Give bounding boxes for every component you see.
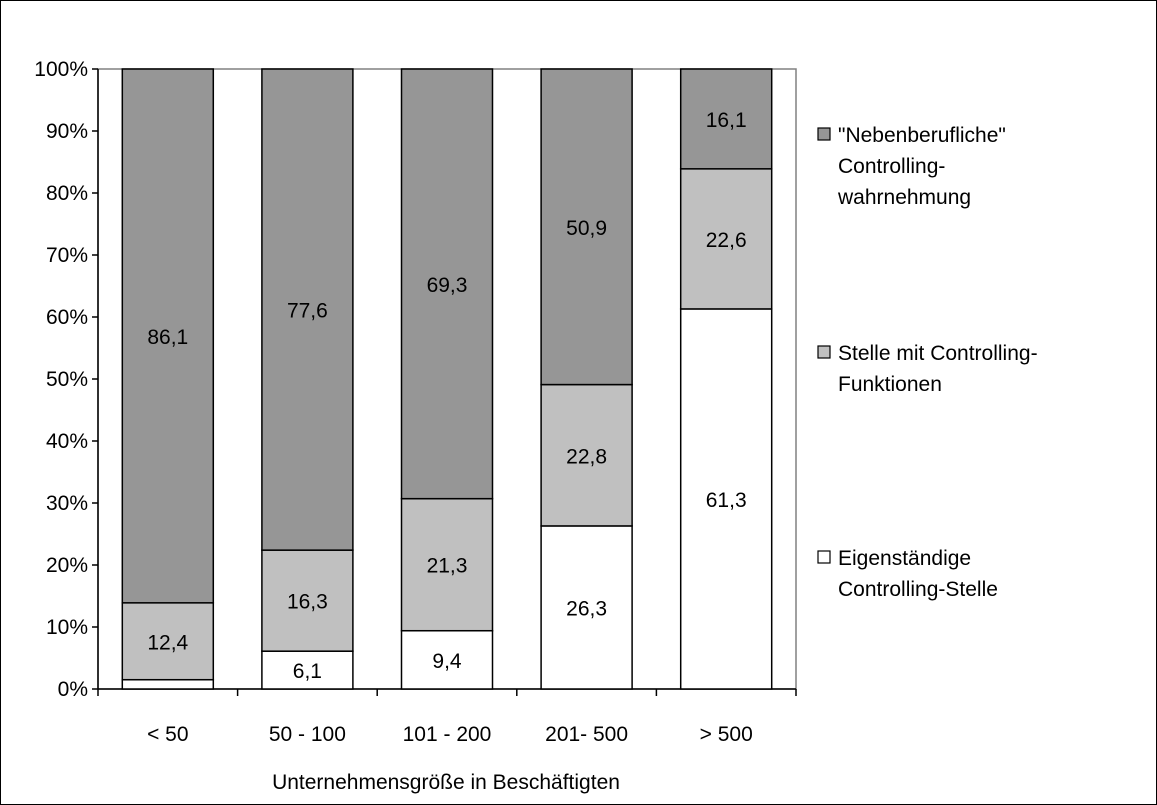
x-axis-title: Unternehmensgröße in Beschäftigten (272, 771, 620, 794)
legend-entry-text: wahrnehmung (837, 186, 971, 209)
legend-entry-text: Controlling-Stelle (838, 578, 998, 601)
bar-segment (261, 650, 354, 690)
x-tick-label: < 50 (147, 723, 188, 746)
axes: 0% 10% 20% 30% 40% 50% 60% 70% 80% 90% 100% < 50 50 … (34, 58, 797, 746)
legend-entry-text: Eigenständige (838, 547, 971, 570)
data-label: 6,1 (293, 660, 322, 683)
y-tick-label: 0% (58, 678, 88, 701)
x-tick-label: 50 - 100 (269, 723, 346, 746)
bar-segment (679, 68, 773, 170)
y-tick-label: 50% (46, 368, 88, 391)
y-tick-label: 60% (46, 306, 88, 329)
x-tick-label: 101 - 200 (403, 723, 492, 746)
bar-segment (679, 308, 773, 690)
bar-segment (261, 68, 354, 551)
y-tick-label: 90% (46, 120, 88, 143)
bar-segment (400, 68, 494, 500)
data-label: 16,3 (287, 591, 328, 614)
y-tick-label: 80% (46, 182, 88, 205)
legend-entry-text: Stelle mit Controlling- (838, 342, 1038, 365)
data-label: 22,6 (706, 229, 747, 252)
x-tick-label: 201- 500 (545, 723, 628, 746)
bar-segment (400, 497, 494, 632)
data-label: 69,3 (427, 274, 468, 297)
data-label: 9,4 (432, 650, 462, 673)
legend-swatch (817, 127, 831, 141)
y-tick-label: 30% (46, 492, 88, 515)
data-label: 77,6 (287, 300, 328, 323)
legend-entry-text: Controlling- (838, 155, 945, 178)
legend-swatch (817, 550, 831, 564)
bar-segment (261, 549, 354, 652)
data-label: 12,4 (147, 631, 188, 654)
y-tick-label: 100% (34, 58, 88, 81)
bar-segment (121, 678, 215, 690)
bar-segment (679, 168, 773, 310)
bar-segment (540, 68, 633, 386)
x-tick-label: > 500 (700, 723, 753, 746)
data-label: 26,3 (566, 597, 607, 620)
bar-segment (540, 383, 633, 527)
legend-swatch (817, 345, 831, 359)
data-label: 86,1 (147, 326, 188, 349)
y-tick-label: 20% (46, 554, 88, 577)
legend: "Nebenberufliche" Controlling-wahrnehmung… (817, 124, 1038, 601)
bar-segment (540, 525, 633, 690)
data-label: 50,9 (566, 217, 607, 240)
data-label: 16,1 (706, 109, 747, 132)
data-label: 22,8 (566, 445, 607, 468)
legend-entry-text: Funktionen (838, 373, 942, 396)
bars: 12,4 86,1 6,1 16,3 77,6 9,4 21,3 69,3 26,3 22,8 50… (121, 68, 773, 690)
y-tick-label: 10% (46, 616, 88, 639)
bar-segment (121, 68, 215, 604)
legend-entry-text: "Nebenberufliche" (838, 124, 1006, 147)
y-tick-label: 40% (46, 430, 88, 453)
y-tick-label: 70% (46, 244, 88, 267)
bar-segment (400, 629, 494, 690)
data-label: 21,3 (427, 555, 468, 578)
data-label: 61,3 (706, 489, 747, 512)
